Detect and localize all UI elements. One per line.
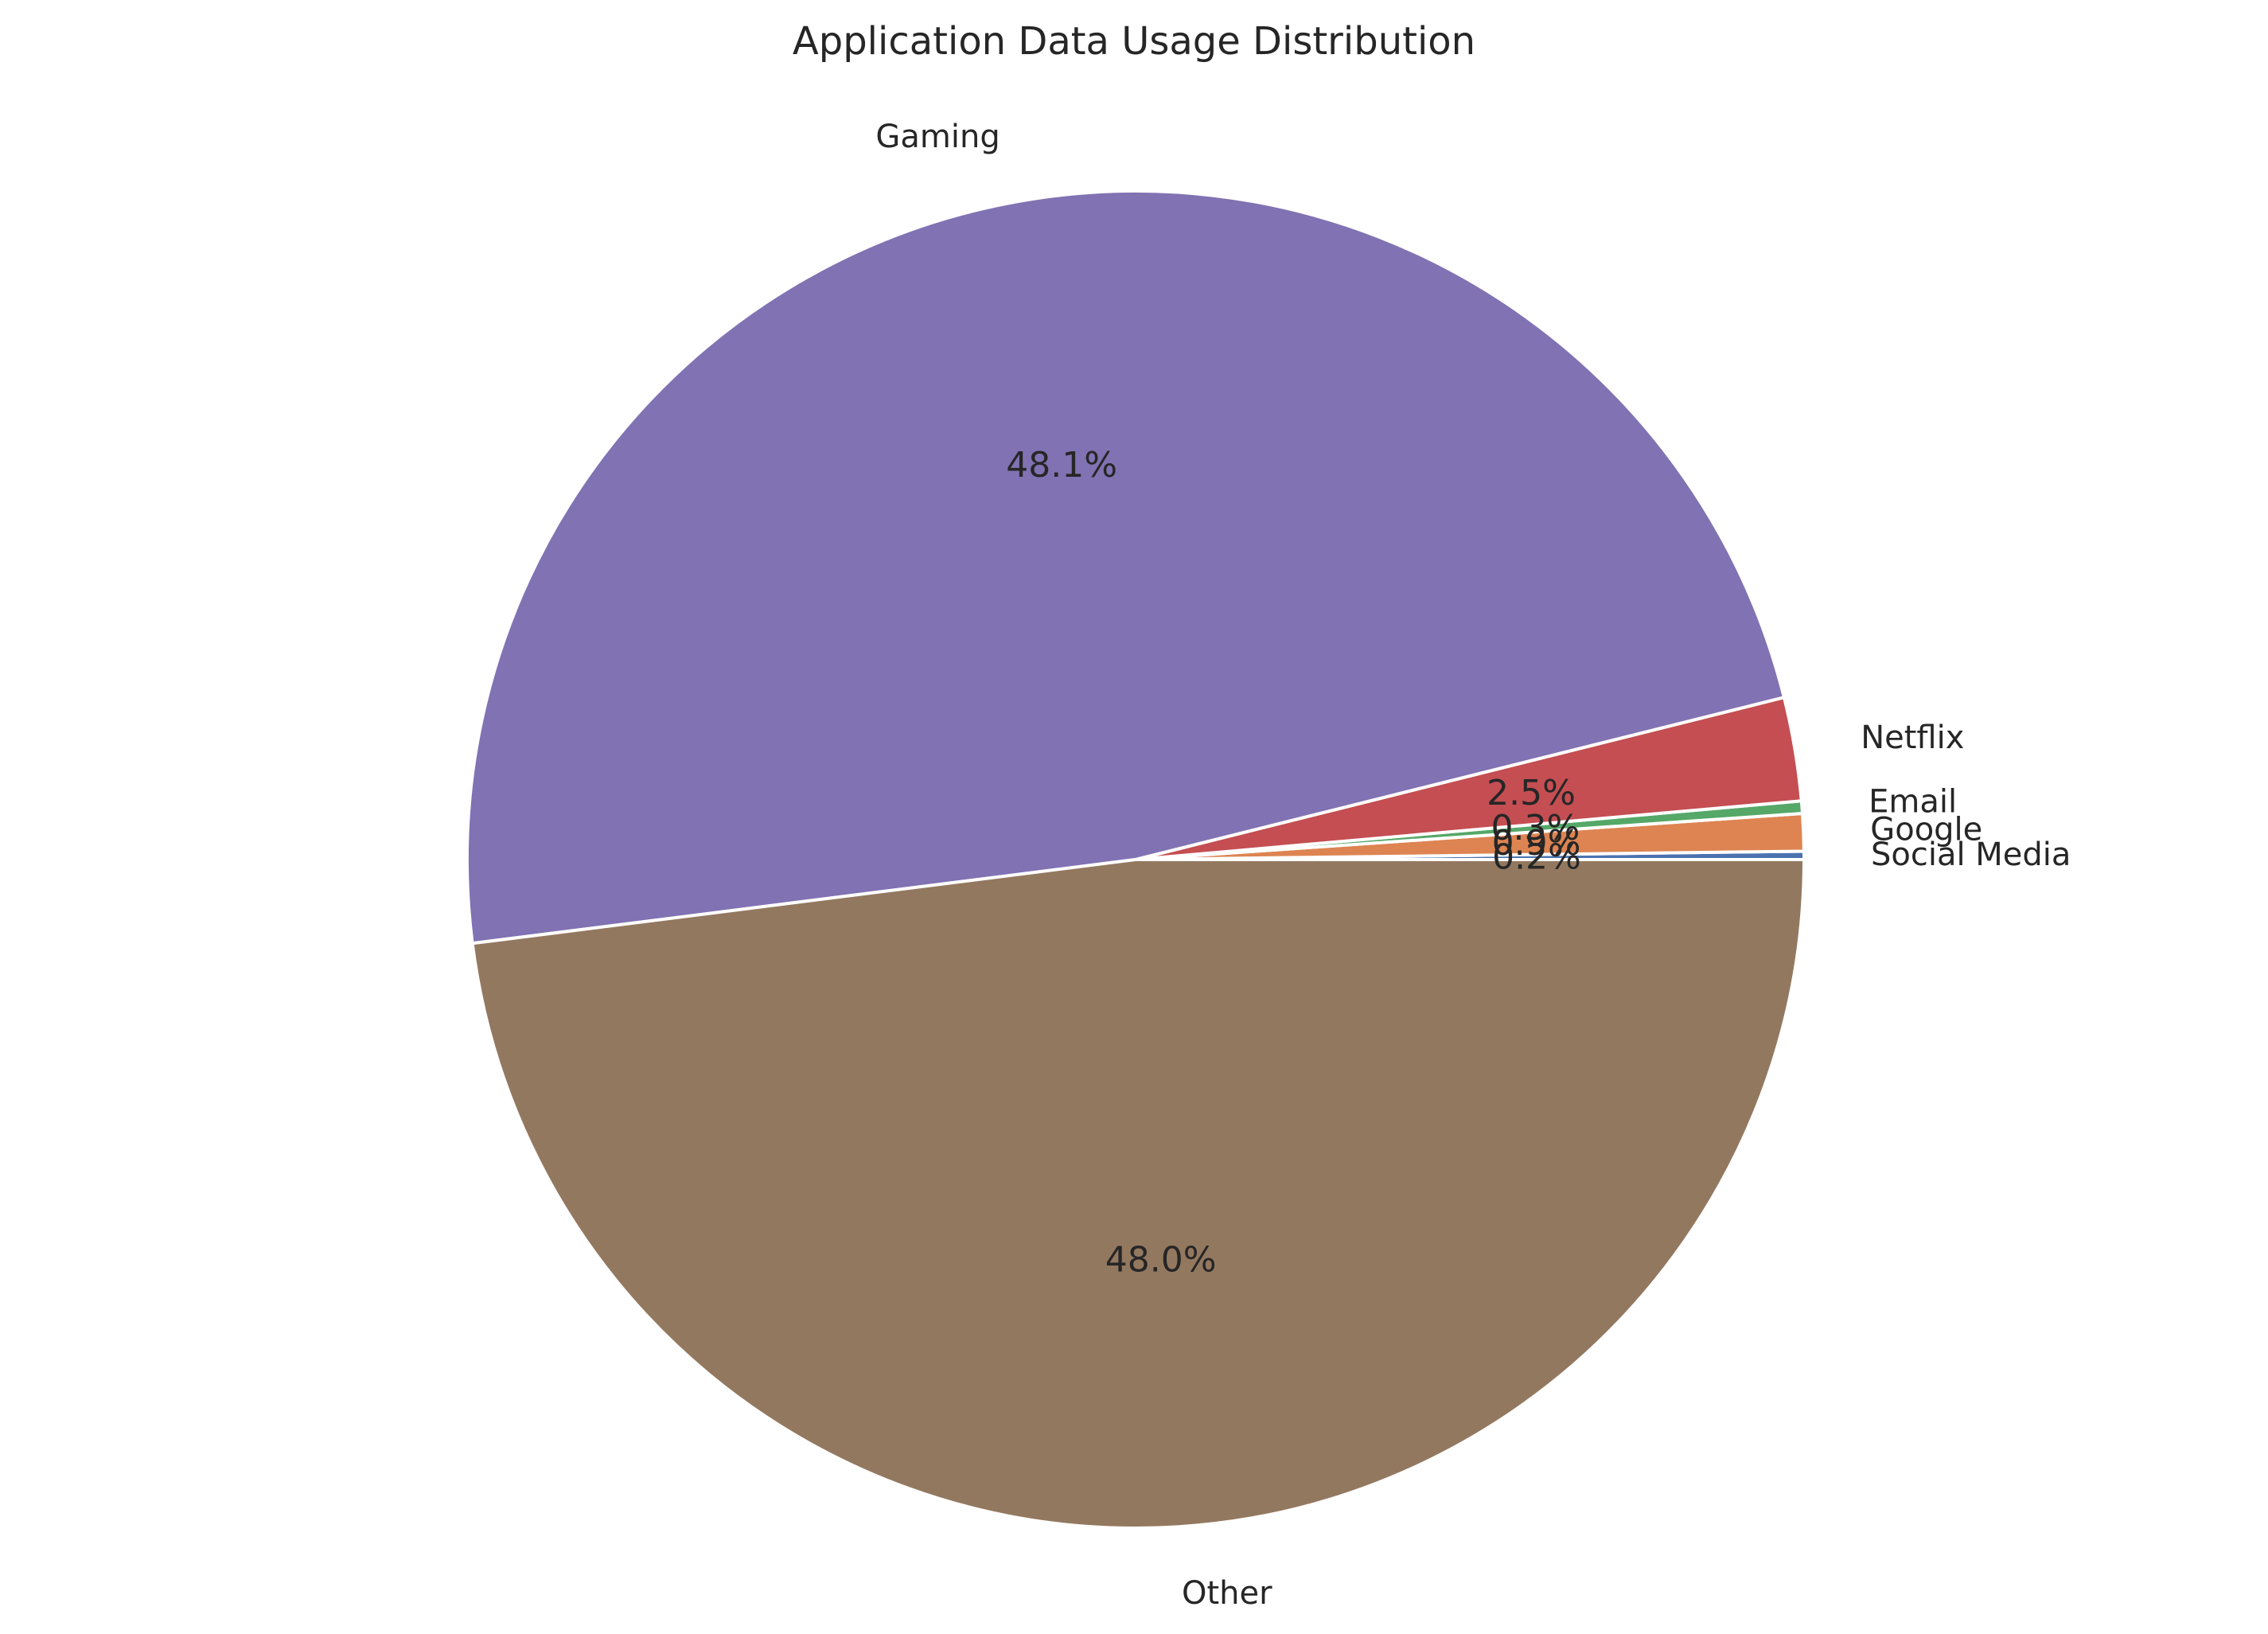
- slice-label-google: Google: [1870, 811, 1982, 848]
- slice-label-other: Other: [1182, 1575, 1272, 1612]
- slice-label-email: Email: [1869, 784, 1957, 821]
- pct-label-social-media: 0.2%: [1492, 836, 1581, 877]
- pie-slices: [466, 189, 1806, 1530]
- pct-label-gaming: 48.1%: [1006, 445, 1117, 486]
- pct-label-google: 0.9%: [1492, 823, 1581, 864]
- chart-title: Application Data Usage Distribution: [793, 19, 1475, 64]
- pct-label-netflix: 2.5%: [1487, 773, 1576, 813]
- pct-label-other: 48.0%: [1105, 1240, 1217, 1281]
- pie-slice-gaming: [466, 189, 1786, 946]
- pct-label-email: 0.3%: [1491, 808, 1580, 848]
- slice-label-gaming: Gaming: [875, 119, 1000, 155]
- pie-slice-other: [470, 858, 1806, 1530]
- slice-label-social-media: Social Media: [1871, 836, 2071, 873]
- slice-label-netflix: Netflix: [1861, 720, 1964, 756]
- pie-labels: Social Media 0.2% Google 0.9% Email 0.3% Netfl…: [875, 119, 2071, 1612]
